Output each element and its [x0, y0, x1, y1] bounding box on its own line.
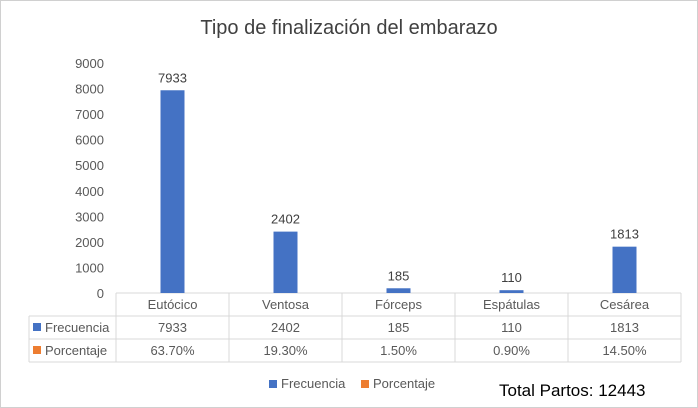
y-tick-label: 2000: [75, 235, 104, 250]
x-tick-label: Espátulas: [483, 297, 541, 312]
table-cell: 0.90%: [493, 343, 530, 358]
y-tick-label: 1000: [75, 260, 104, 275]
table-cell: 1813: [610, 320, 639, 335]
bar-Eutócico: [160, 90, 185, 293]
data-label: 7933: [158, 70, 187, 85]
table-cell: 1.50%: [380, 343, 417, 358]
chart-title: Tipo de finalización del embarazo: [200, 17, 498, 39]
y-tick-label: 6000: [75, 133, 104, 148]
legend-label: Porcentaje: [373, 376, 436, 391]
x-tick-label: Cesárea: [600, 297, 650, 312]
x-tick-label: Ventosa: [262, 297, 310, 312]
y-tick-label: 8000: [75, 82, 104, 97]
legend-swatch: [269, 379, 277, 388]
table-cell: 185: [388, 320, 410, 335]
table-cell: 2402: [271, 320, 300, 335]
table-row-header: Porcentaje: [45, 343, 107, 358]
table-cell: 110: [501, 320, 522, 335]
y-tick-label: 7000: [75, 107, 104, 122]
table-cell: 7933: [158, 320, 187, 335]
bar-Fórceps: [386, 288, 411, 293]
data-label: 1813: [610, 227, 639, 242]
total-annotation: Total Partos: 12443: [499, 381, 646, 400]
bar-Cesárea: [612, 246, 637, 293]
bar-Ventosa: [273, 231, 298, 293]
y-tick-label: 0: [97, 286, 104, 301]
y-tick-label: 4000: [75, 184, 104, 199]
legend-item-frecuencia: Frecuencia: [269, 376, 345, 391]
table-cell: 14.50%: [602, 343, 647, 358]
x-tick-label: Eutócico: [148, 297, 198, 312]
y-tick-label: 3000: [75, 209, 104, 224]
legend-item-porcentaje: Porcentaje: [361, 376, 435, 391]
table-legend-swatch: [33, 346, 41, 354]
data-label: 185: [388, 268, 410, 283]
table-cell: 19.30%: [263, 343, 308, 358]
legend-swatch: [361, 379, 369, 388]
data-label: 2402: [271, 212, 300, 227]
table-row-header: Frecuencia: [45, 320, 110, 335]
y-tick-label: 5000: [75, 158, 104, 173]
data-label: 110: [501, 270, 522, 285]
x-tick-label: Fórceps: [375, 297, 422, 312]
legend-label: Frecuencia: [281, 376, 346, 391]
table-cell: 63.70%: [150, 343, 195, 358]
table-legend-swatch: [33, 323, 41, 331]
y-tick-label: 9000: [75, 56, 104, 71]
bar-Espátulas: [499, 290, 524, 293]
